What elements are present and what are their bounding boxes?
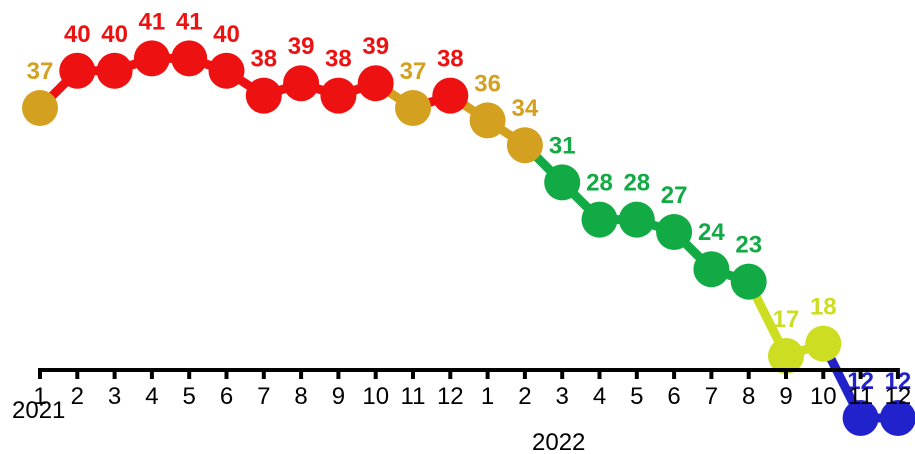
- x-tick-label-1: 1: [33, 383, 46, 410]
- x-tick-label-17: 5: [630, 383, 643, 410]
- x-tick-label-5: 5: [183, 383, 196, 410]
- data-label-18: 27: [661, 182, 688, 209]
- data-point-24: [879, 400, 915, 436]
- data-point-12: [432, 77, 469, 114]
- data-label-10: 39: [362, 33, 389, 60]
- x-tick-label-13: 1: [481, 383, 494, 410]
- data-point-18: [656, 214, 693, 250]
- x-tick-label-8: 8: [294, 383, 307, 410]
- data-label-7: 38: [250, 46, 277, 73]
- data-point-19: [693, 251, 730, 288]
- x-tick-label-4: 4: [145, 383, 158, 410]
- data-label-11: 37: [400, 58, 427, 85]
- x-tick-label-23: 11: [848, 383, 873, 410]
- x-tick-label-20: 8: [742, 383, 755, 410]
- data-point-2: [59, 52, 96, 89]
- x-tick-label-11: 11: [401, 383, 426, 410]
- data-label-22: 18: [810, 294, 837, 321]
- data-label-9: 38: [325, 46, 352, 73]
- data-point-7: [245, 77, 282, 114]
- x-tick-label-12: 12: [437, 383, 464, 410]
- data-point-4: [133, 40, 170, 77]
- data-label-15: 31: [549, 132, 576, 159]
- data-point-17: [618, 201, 655, 238]
- data-point-9: [320, 77, 357, 114]
- x-tick-label-24: 12: [885, 383, 912, 410]
- x-tick-label-10: 10: [362, 383, 389, 410]
- data-label-12: 38: [437, 46, 464, 73]
- data-label-17: 28: [623, 170, 650, 197]
- x-tick-label-9: 9: [332, 383, 345, 410]
- data-point-20: [730, 263, 767, 300]
- x-tick-label-6: 6: [220, 383, 233, 410]
- data-label-1: 37: [27, 58, 54, 85]
- data-points: [22, 40, 915, 436]
- x-tick-label-22: 10: [810, 383, 837, 410]
- data-label-3: 40: [101, 21, 128, 48]
- data-point-10: [357, 65, 394, 102]
- data-point-11: [395, 90, 431, 126]
- data-label-2: 40: [64, 21, 91, 48]
- x-tick-label-15: 3: [556, 383, 569, 410]
- series-line: [35, 53, 903, 423]
- data-label-16: 28: [586, 170, 613, 197]
- x-tick-label-21: 9: [779, 383, 792, 410]
- data-labels: 37 40 40 41 41 40 38 39 38 39 37 38 36 34 31 28 28 27 24 23…: [27, 8, 912, 395]
- data-point-13: [469, 102, 506, 139]
- data-label-21: 17: [773, 306, 800, 333]
- data-point-23: [842, 400, 879, 436]
- data-label-13: 36: [474, 70, 501, 97]
- data-point-1: [22, 90, 58, 126]
- data-point-14: [506, 127, 543, 164]
- data-label-19: 24: [698, 219, 725, 246]
- year-label-2022: 2022: [532, 429, 585, 454]
- data-point-8: [283, 65, 320, 102]
- data-label-5: 41: [176, 8, 203, 35]
- data-point-22: [805, 325, 842, 362]
- data-label-14: 34: [512, 95, 539, 122]
- x-tick-label-3: 3: [108, 383, 121, 410]
- data-point-3: [96, 52, 133, 89]
- data-point-16: [581, 201, 618, 238]
- year-label-2021: 2021: [12, 397, 65, 424]
- data-point-6: [208, 52, 245, 89]
- x-tick-label-14: 2: [518, 383, 531, 410]
- x-tick-label-19: 7: [705, 383, 718, 410]
- data-point-5: [171, 40, 208, 77]
- x-tick-label-18: 6: [667, 383, 680, 410]
- data-label-8: 39: [288, 33, 315, 60]
- data-label-6: 40: [213, 21, 240, 48]
- data-point-15: [544, 164, 581, 201]
- x-tick-label-2: 2: [71, 383, 84, 410]
- x-tick-label-16: 4: [593, 383, 606, 410]
- data-point-21: [768, 338, 804, 374]
- x-tick-label-7: 7: [257, 383, 270, 410]
- data-label-20: 23: [735, 232, 762, 259]
- x-axis-ticks: 1 2 3 4 5 6 7 8 9 10 11 12 1 2 3 4 5 6 7 8 9 10 11 12: [33, 368, 911, 410]
- data-label-4: 41: [139, 8, 166, 35]
